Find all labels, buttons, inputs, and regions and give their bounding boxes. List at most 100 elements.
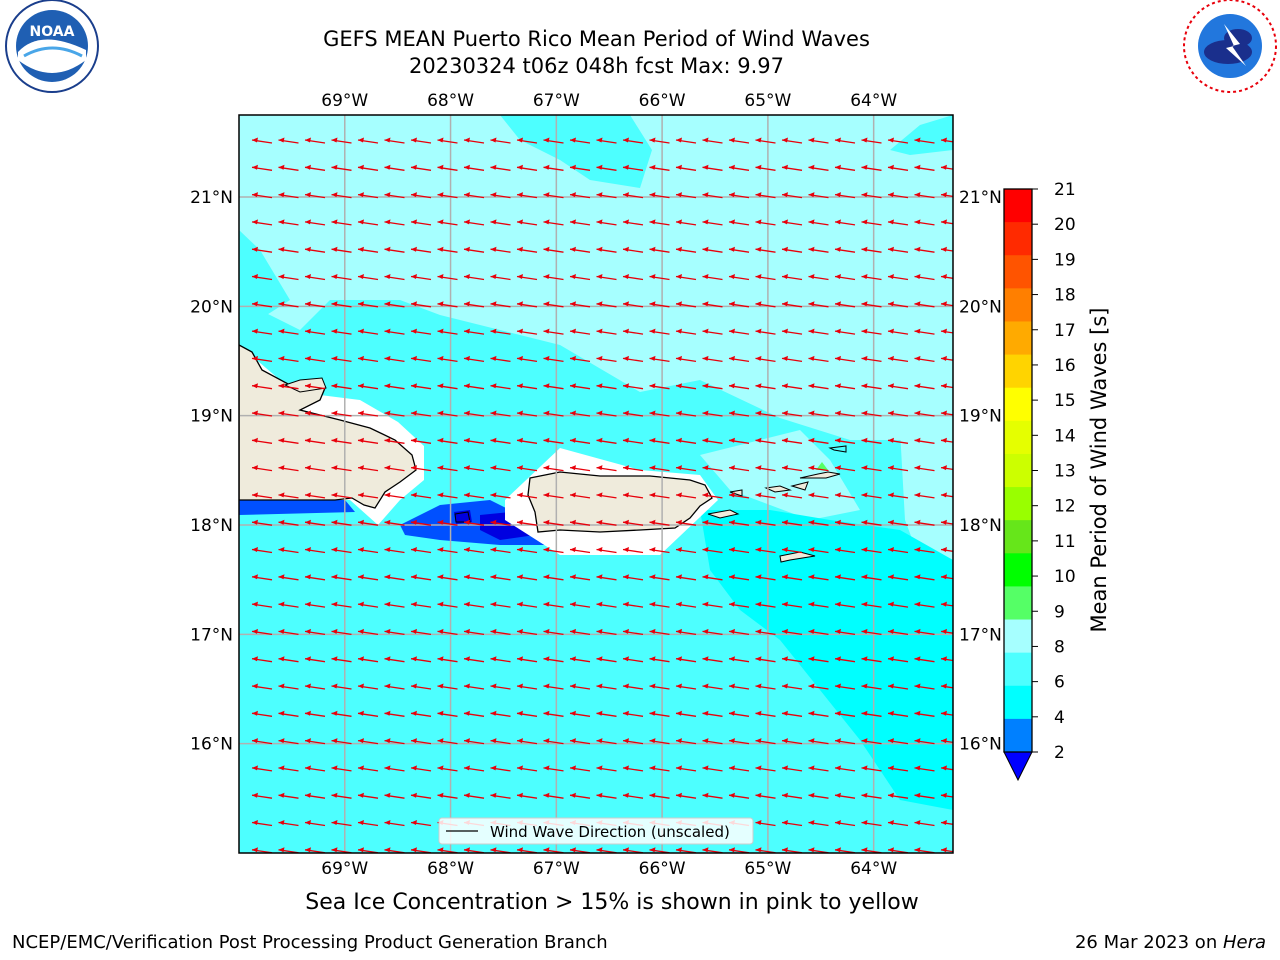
- wind-arrow: [914, 355, 935, 363]
- wind-arrow: [569, 274, 591, 281]
- wind-arrow: [861, 519, 882, 526]
- wind-arrow: [675, 274, 697, 281]
- wind-arrow: [251, 792, 273, 799]
- wind-arrow: [331, 328, 352, 335]
- wind-arrow: [596, 164, 617, 171]
- wind-arrow: [834, 164, 856, 171]
- wind-arrow: [516, 519, 538, 526]
- wind-arrow: [490, 301, 511, 308]
- wind-arrow: [808, 246, 829, 253]
- wind-arrow: [569, 465, 591, 472]
- wind-arrow: [569, 246, 591, 253]
- lat-label-right: 16°N: [959, 735, 1002, 755]
- wind-arrow: [861, 820, 882, 827]
- lat-labels-left: 21°N 20°N 19°N 18°N 17°N 16°N: [190, 188, 233, 755]
- wind-arrow: [940, 465, 953, 471]
- wind-arrow: [808, 355, 829, 363]
- wind-arrow: [861, 410, 882, 417]
- wind-arrow: [278, 601, 299, 608]
- wind-arrow: [755, 301, 776, 308]
- wind-arrow: [251, 383, 273, 390]
- wind-arrow: [304, 547, 326, 554]
- wind-arrow: [702, 301, 723, 308]
- colorbar-segment: [1004, 222, 1032, 256]
- colorbar: [1003, 188, 1033, 782]
- wind-arrow: [410, 574, 432, 581]
- wind-arrow: [861, 246, 882, 253]
- wind-arrow: [940, 355, 953, 361]
- wind-arrow: [914, 137, 935, 144]
- wind-arrow: [728, 656, 750, 663]
- wind-arrow: [808, 683, 829, 690]
- wind-arrow: [861, 656, 882, 663]
- wind-arrow: [251, 710, 273, 717]
- wind-arrow: [861, 792, 882, 799]
- wind-arrow: [251, 574, 273, 581]
- wind-arrow: [596, 192, 617, 199]
- lon-label-top: 67°W: [533, 91, 580, 111]
- wind-arrow: [384, 492, 405, 499]
- wind-arrow: [834, 246, 856, 253]
- wind-arrow: [278, 355, 299, 363]
- wind-arrow: [569, 628, 591, 636]
- wind-arrow: [331, 601, 352, 608]
- colorbar-tick-label: 2: [1054, 743, 1065, 763]
- wind-arrow: [649, 137, 670, 144]
- wind-arrow: [331, 656, 352, 663]
- wind-arrow: [331, 765, 352, 772]
- wind-arrow: [596, 246, 617, 253]
- lon-label-top: 66°W: [639, 91, 686, 111]
- wind-arrow: [516, 219, 538, 226]
- wind-arrow: [622, 792, 644, 799]
- wind-arrow: [675, 656, 697, 663]
- wind-arrow: [490, 137, 511, 144]
- wind-arrow: [702, 547, 723, 554]
- wind-arrow: [357, 710, 379, 717]
- wind-arrow: [463, 601, 485, 608]
- wind-arrow: [596, 601, 617, 608]
- wind-arrow: [887, 410, 909, 417]
- wind-arrow: [543, 601, 564, 608]
- wind-arrow: [410, 547, 432, 554]
- wind-arrow: [728, 192, 750, 199]
- wind-arrow: [781, 519, 803, 526]
- wind-arrow: [728, 765, 750, 772]
- wind-arrow: [940, 274, 953, 279]
- wind-arrow: [304, 738, 326, 745]
- lat-label-left: 17°N: [190, 625, 233, 645]
- wind-arrow: [808, 164, 829, 171]
- wind-arrow: [384, 547, 405, 554]
- wind-arrow: [755, 328, 776, 335]
- wind-arrow: [622, 137, 644, 144]
- wind-arrow: [463, 164, 485, 171]
- wind-arrow: [622, 710, 644, 717]
- wind-arrow: [516, 355, 538, 363]
- island-vieques: [707, 509, 740, 519]
- lat-labels-right: 21°N 20°N 19°N 18°N 17°N 16°N: [959, 188, 1002, 755]
- wind-arrow: [331, 792, 352, 799]
- wind-arrow: [516, 383, 538, 390]
- wind-arrow: [410, 656, 432, 663]
- wind-arrow: [649, 274, 670, 281]
- wind-arrow: [887, 656, 909, 663]
- wind-arrow: [437, 465, 458, 472]
- wind-arrow: [516, 765, 538, 772]
- wind-arrow: [861, 274, 882, 281]
- wind-arrow: [490, 519, 511, 526]
- wind-arrow: [384, 328, 405, 335]
- colorbar-segment: [1004, 553, 1032, 587]
- sea-ice-note: Sea Ice Concentration > 15% is shown in …: [305, 890, 919, 915]
- wind-arrow: [622, 355, 644, 363]
- wind-arrow: [543, 219, 564, 226]
- wind-arrow: [357, 574, 379, 581]
- wind-arrow: [728, 246, 750, 253]
- wind-arrow: [861, 355, 882, 363]
- wind-arrow: [887, 574, 909, 581]
- wind-arrow: [357, 437, 379, 444]
- colorbar-segment: [1004, 718, 1032, 753]
- wind-arrow: [304, 601, 326, 608]
- wind-arrow: [728, 547, 750, 554]
- wind-arrow: [437, 738, 458, 745]
- wind-arrow: [675, 547, 697, 554]
- wind-arrow: [357, 355, 379, 363]
